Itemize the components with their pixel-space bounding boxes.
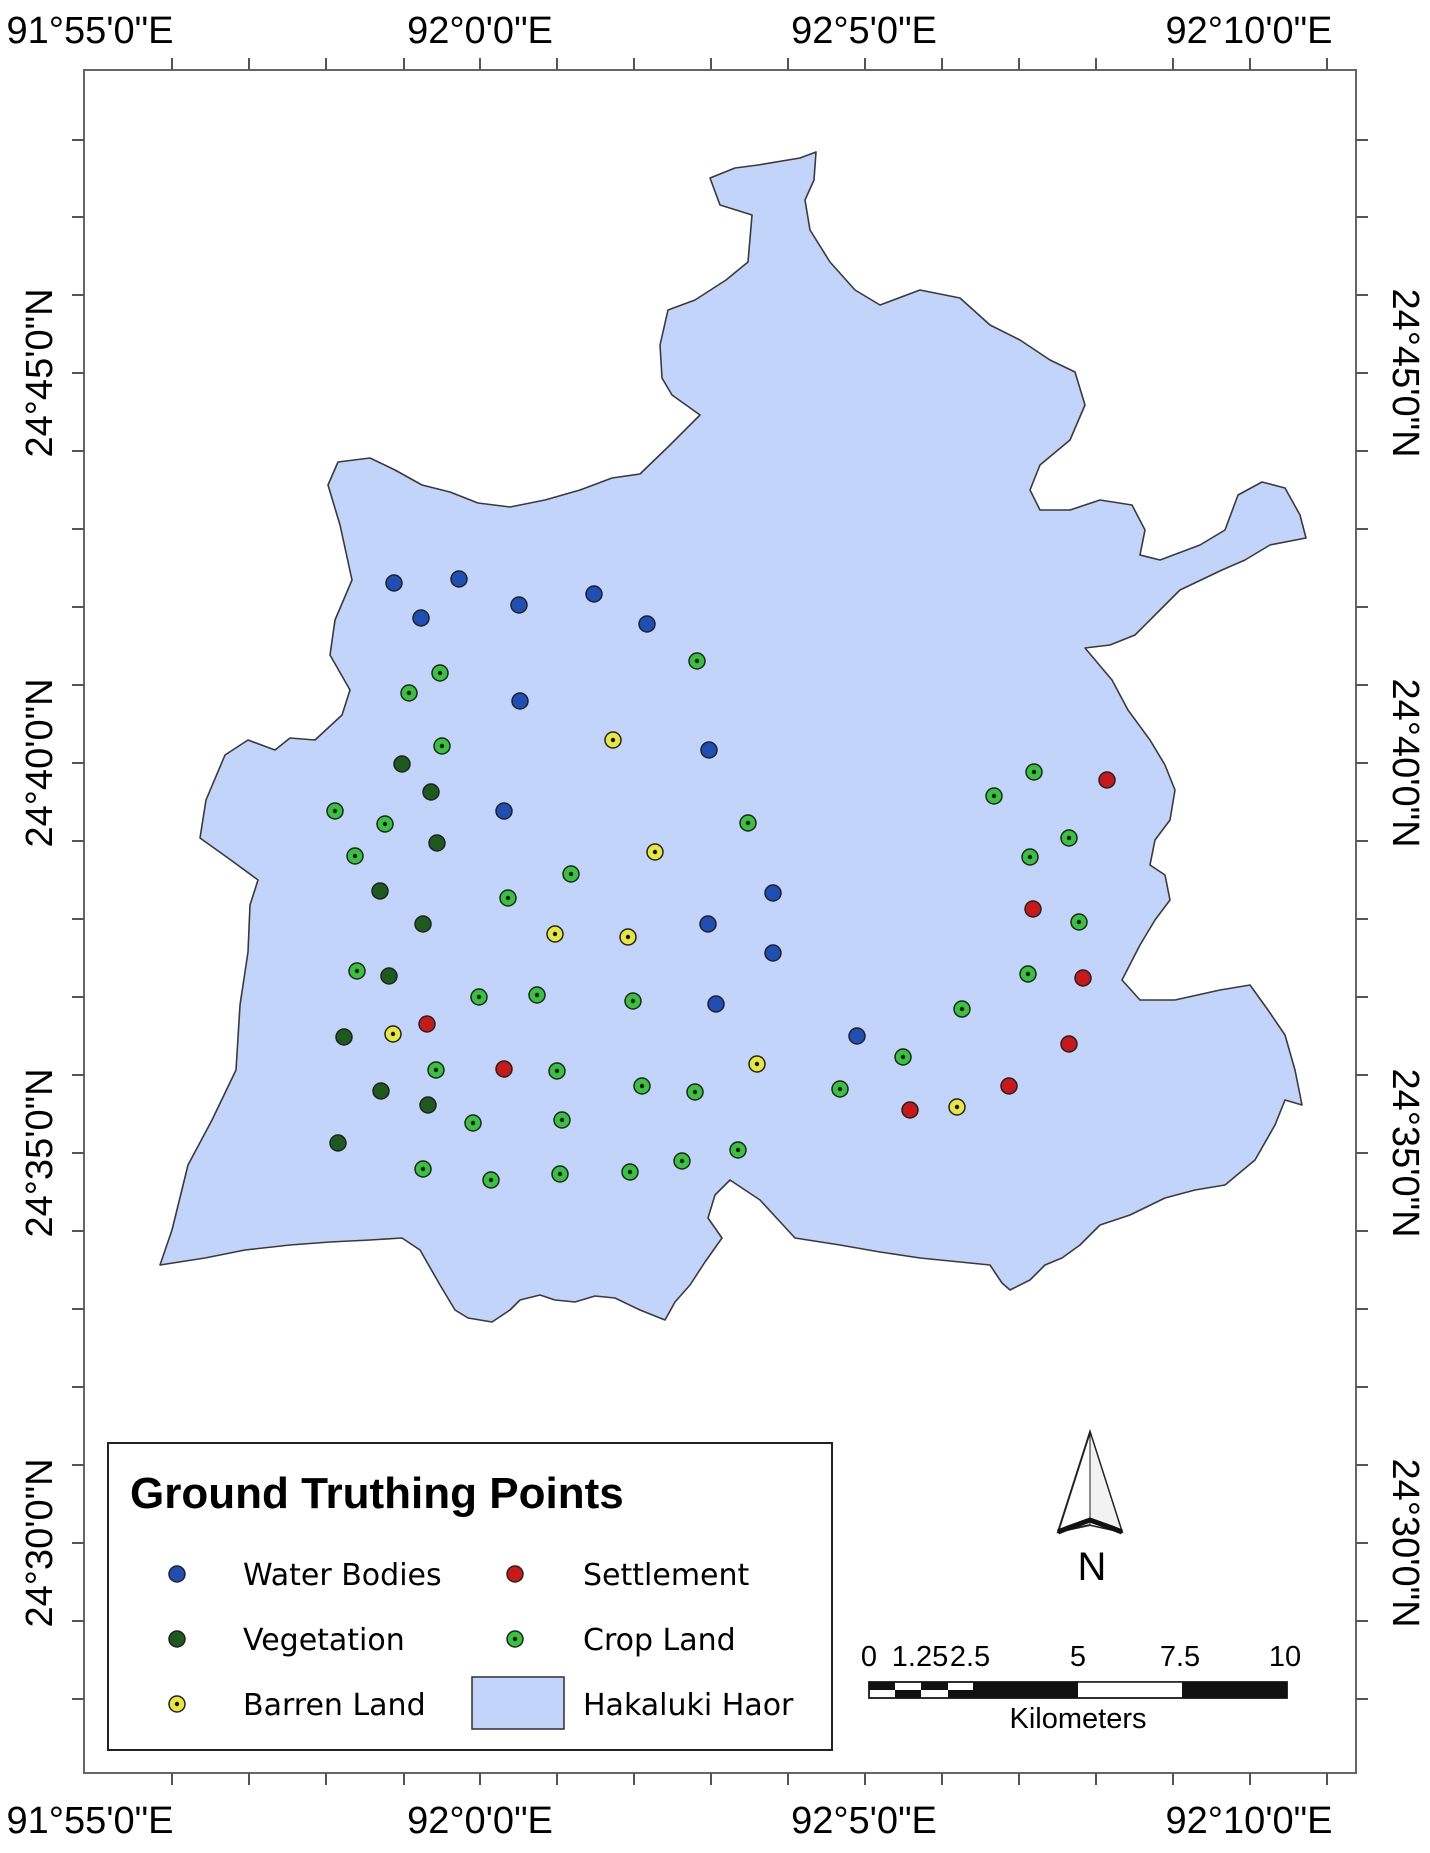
water-point [510, 596, 528, 614]
scale-tick-10: 10 [1269, 1641, 1301, 1673]
right-lat-label-4: 24°30'0"N [1384, 1458, 1426, 1627]
water-point [385, 574, 403, 592]
point-center-dots [332, 658, 1082, 1183]
vegetation-point [371, 882, 389, 900]
settlement-point [1098, 771, 1116, 789]
settlement-point [418, 1015, 436, 1033]
north-arrow-icon: N [1056, 1428, 1124, 1589]
bottom-lon-label-3: 92°5'0"E [791, 1800, 937, 1842]
left-lat-label-4: 24°30'0"N [19, 1458, 61, 1627]
top-lon-label-1: 91°55'0"E [7, 10, 174, 52]
water-point-icon [168, 1565, 186, 1583]
legend-label-vegetation: Vegetation [243, 1623, 405, 1658]
vegetation-point [372, 1082, 390, 1100]
scale-unit-label: Kilometers [1010, 1703, 1147, 1735]
settlement-point [1060, 1035, 1078, 1053]
water-point [450, 570, 468, 588]
legend: Ground Truthing Points Water Bodies Sett… [107, 1442, 833, 1751]
vegetation-point [422, 783, 440, 801]
bottom-lon-label-4: 92°10'0"E [1166, 1800, 1333, 1842]
bottom-lon-label-1: 91°55'0"E [7, 1800, 174, 1842]
vegetation-point [329, 1134, 347, 1152]
water-point [699, 915, 717, 933]
north-arrow-label: N [1078, 1545, 1107, 1589]
legend-label-crop-land: Crop Land [583, 1623, 736, 1658]
legend-label-water-bodies: Water Bodies [243, 1558, 442, 1593]
water-point [511, 692, 529, 710]
legend-label-hakaluki-haor: Hakaluki Haor [583, 1688, 794, 1723]
water-point [638, 615, 656, 633]
legend-label-barren-land: Barren Land [243, 1688, 426, 1723]
graticule-ticks [72, 58, 1368, 1785]
top-lon-label-2: 92°0'0"E [407, 10, 553, 52]
water-point [585, 585, 603, 603]
vegetation-point [380, 967, 398, 985]
settlement-point [495, 1060, 513, 1078]
settlement-point [901, 1101, 919, 1119]
settlement-point [1000, 1077, 1018, 1095]
bottom-lon-label-2: 92°0'0"E [407, 1800, 553, 1842]
scale-tick-7-5: 7.5 [1160, 1641, 1200, 1673]
left-lat-label-2: 24°40'0"N [19, 678, 61, 847]
scale-bar: 0 1.25 2.5 5 7.5 10 Kilometers [861, 1641, 1301, 1735]
settlement-point [1074, 969, 1092, 987]
right-lat-label-1: 24°45'0"N [1384, 288, 1426, 457]
vegetation-point [428, 834, 446, 852]
water-point [848, 1027, 866, 1045]
hakaluki-haor-area [159, 151, 1307, 1323]
top-lon-label-4: 92°10'0"E [1166, 10, 1333, 52]
vegetation-point [335, 1028, 353, 1046]
crop-point-icon-dot [512, 1636, 518, 1642]
water-point [764, 884, 782, 902]
haor-area-swatch [471, 1676, 565, 1730]
scale-tick-0: 0 [861, 1641, 877, 1673]
water-point [495, 802, 513, 820]
vegetation-point [414, 915, 432, 933]
scale-tick-5: 5 [1070, 1641, 1086, 1673]
scale-tick-1-25: 1.25 [892, 1641, 948, 1673]
water-point [707, 995, 725, 1013]
legend-box [107, 1442, 833, 1751]
top-lon-label-3: 92°5'0"E [791, 10, 937, 52]
vegetation-point [393, 755, 411, 773]
vegetation-point-icon [168, 1630, 186, 1648]
settlement-point [1024, 900, 1042, 918]
barren-point-icon-dot [174, 1701, 180, 1707]
right-lat-label-2: 24°40'0"N [1384, 678, 1426, 847]
water-point [412, 609, 430, 627]
left-lat-label-3: 24°35'0"N [19, 1068, 61, 1237]
legend-title: Ground Truthing Points [130, 1469, 624, 1518]
left-lat-label-1: 24°45'0"N [19, 288, 61, 457]
right-lat-label-3: 24°35'0"N [1384, 1068, 1426, 1237]
vegetation-point [419, 1096, 437, 1114]
settlement-point-icon [506, 1565, 524, 1583]
water-point [764, 944, 782, 962]
water-point [700, 741, 718, 759]
scale-tick-2-5: 2.5 [950, 1641, 990, 1673]
legend-label-settlement: Settlement [583, 1558, 750, 1593]
